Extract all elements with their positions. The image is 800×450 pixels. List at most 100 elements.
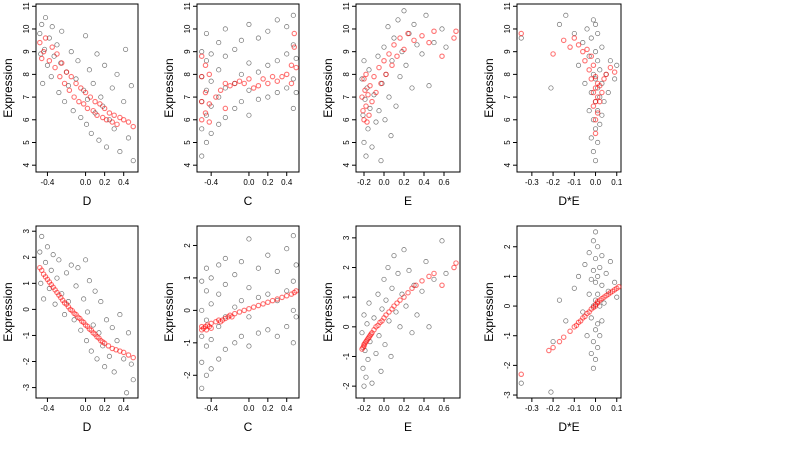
- observed-point: [37, 249, 43, 255]
- x-tick-label: 0.0: [378, 178, 390, 187]
- observed-point: [571, 30, 577, 37]
- y-tick-label: 4: [342, 162, 351, 167]
- observed-point: [563, 318, 569, 324]
- fitted-point: [439, 282, 445, 289]
- fitted-point: [363, 71, 369, 78]
- observed-point: [388, 353, 394, 360]
- observed-point: [88, 130, 94, 136]
- x-axis-label: C: [244, 420, 253, 434]
- series-fitted: [37, 264, 136, 361]
- y-tick-label: 2: [503, 244, 512, 249]
- observed-point: [83, 33, 89, 39]
- observed-point: [109, 85, 115, 91]
- observed-point: [42, 15, 49, 21]
- observed-point: [44, 244, 50, 250]
- y-tick-label: 9: [22, 49, 31, 54]
- y-tick-label: -2: [503, 361, 512, 369]
- fitted-point: [130, 354, 136, 361]
- observed-point: [130, 158, 136, 164]
- observed-point: [208, 337, 214, 343]
- observed-point: [114, 71, 120, 77]
- fitted-point: [571, 35, 578, 41]
- y-tick-label: 5: [183, 140, 192, 145]
- observed-point: [595, 58, 601, 64]
- fitted-point: [283, 71, 290, 78]
- fitted-point: [518, 371, 524, 378]
- x-tick-label: 0.0: [590, 178, 602, 187]
- y-tick-label: 9: [503, 49, 512, 54]
- observed-point: [381, 44, 387, 50]
- fitted-point: [46, 58, 53, 64]
- x-tick-label: 0.2: [99, 404, 111, 413]
- observed-point: [592, 279, 599, 285]
- observed-point: [216, 291, 222, 297]
- observed-point: [590, 339, 596, 345]
- observed-point: [426, 83, 432, 89]
- series-observed: [518, 12, 620, 164]
- fitted-point: [584, 46, 590, 53]
- fitted-point: [260, 76, 266, 82]
- observed-point: [597, 121, 603, 127]
- fitted-point: [366, 112, 372, 118]
- observed-point: [78, 327, 84, 333]
- observed-point: [62, 312, 68, 318]
- fitted-point: [394, 53, 400, 59]
- observed-point: [199, 307, 205, 313]
- observed-point: [595, 345, 601, 351]
- x-tick-label: -0.1: [567, 404, 581, 413]
- observed-point: [361, 312, 367, 318]
- observed-point: [518, 35, 524, 41]
- y-tick-label: 7: [503, 94, 512, 99]
- y-tick-label: -2: [183, 371, 192, 379]
- observed-point: [597, 264, 603, 271]
- observed-point: [580, 40, 586, 46]
- series-fitted: [198, 30, 299, 125]
- fitted-point: [580, 48, 586, 55]
- fitted-point: [288, 80, 295, 87]
- observed-point: [607, 259, 613, 265]
- fitted-point: [426, 39, 432, 46]
- fitted-point: [373, 89, 379, 96]
- observed-point: [373, 119, 379, 125]
- fitted-point: [365, 92, 371, 98]
- observed-point: [265, 94, 271, 100]
- x-tick-label: 0.4: [281, 178, 293, 187]
- observed-point: [360, 365, 366, 371]
- observed-point: [599, 112, 605, 118]
- x-tick-label: 0.0: [590, 404, 602, 413]
- observed-point: [232, 105, 238, 111]
- observed-point: [125, 330, 132, 336]
- observed-point: [255, 265, 261, 271]
- fitted-point: [202, 62, 209, 69]
- plot-frame: [516, 225, 622, 399]
- y-tick-label: 6: [503, 117, 512, 122]
- y-tick-label: -1: [503, 332, 512, 340]
- observed-point: [414, 312, 420, 318]
- y-tick-label: -2: [22, 357, 31, 365]
- fitted-point: [567, 44, 573, 50]
- y-tick-label: 0: [183, 308, 192, 313]
- y-tick-label: 5: [503, 140, 512, 145]
- observed-point: [359, 330, 365, 336]
- observed-point: [595, 108, 601, 114]
- fitted-point: [87, 94, 94, 100]
- observed-point: [385, 24, 391, 30]
- fitted-point: [397, 35, 403, 41]
- observed-point: [49, 24, 55, 30]
- observed-point: [238, 99, 244, 105]
- observed-point: [203, 372, 209, 378]
- observed-point: [56, 257, 62, 263]
- fitted-point: [616, 284, 622, 290]
- observed-point: [274, 17, 280, 23]
- observed-point: [614, 62, 620, 68]
- observed-point: [199, 153, 205, 159]
- observed-point: [75, 58, 81, 64]
- fitted-point: [97, 101, 103, 107]
- observed-point: [222, 281, 228, 287]
- plot-frame: [355, 225, 461, 399]
- fitted-point: [120, 349, 127, 356]
- observed-point: [238, 259, 244, 265]
- fitted-point: [241, 307, 247, 314]
- fitted-point: [419, 278, 425, 284]
- observed-point: [94, 356, 100, 362]
